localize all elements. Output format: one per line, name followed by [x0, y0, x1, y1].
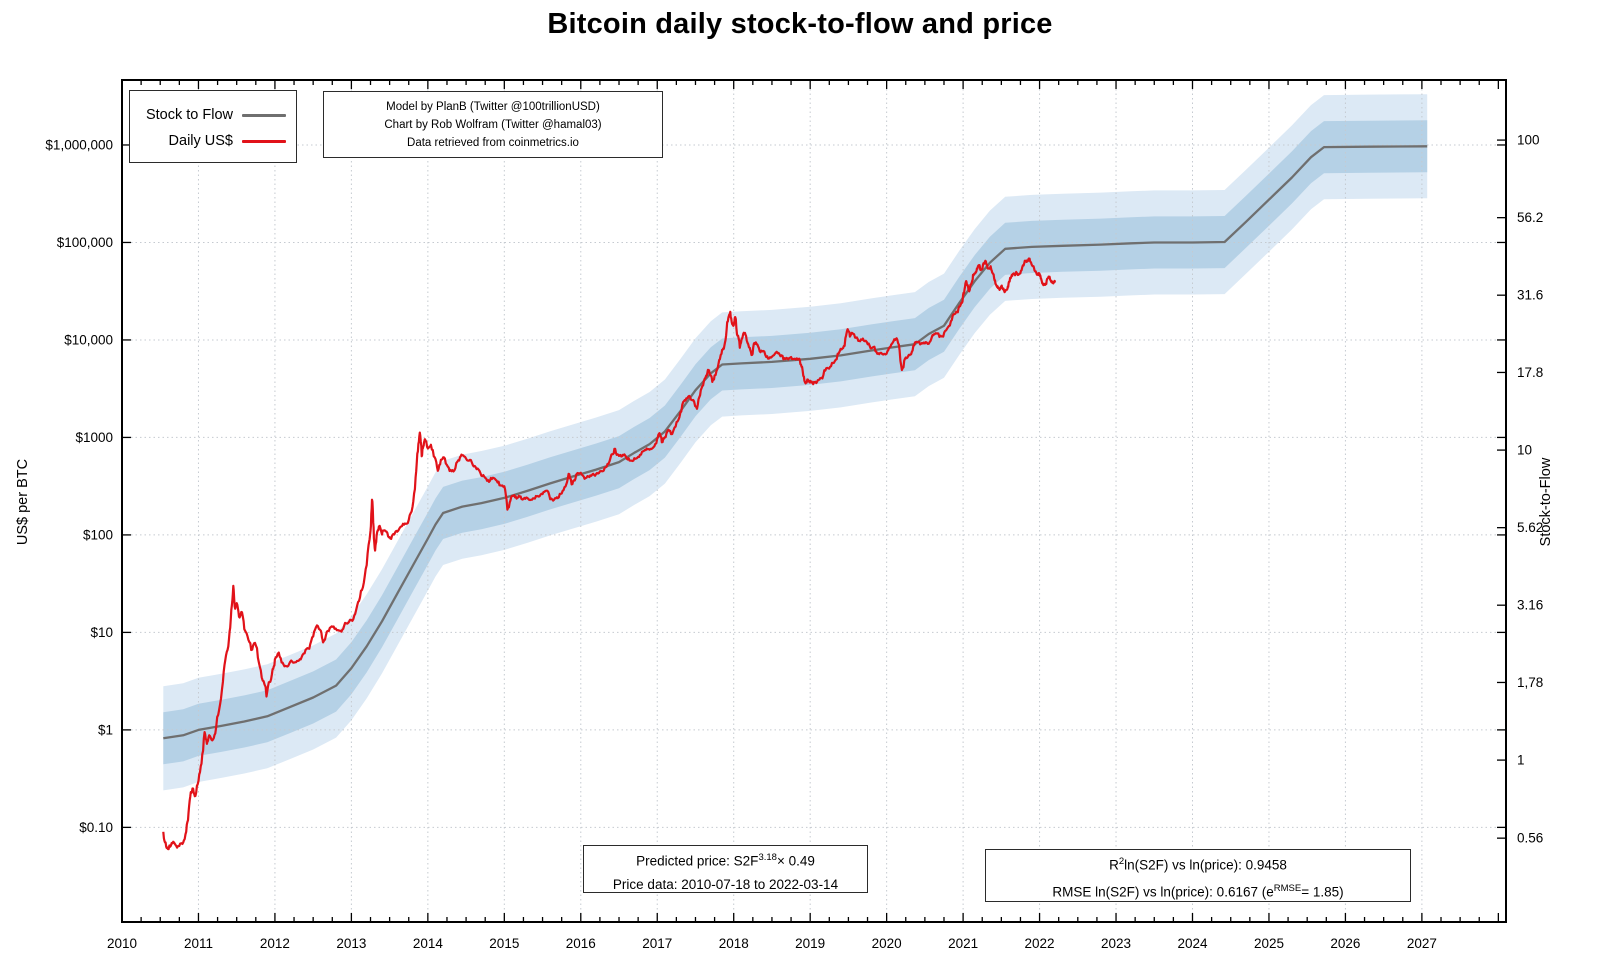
x-tick-label: 2025 — [1254, 936, 1284, 951]
x-tick-label: 2017 — [642, 936, 672, 951]
x-tick-label: 2020 — [872, 936, 902, 951]
y-axis-title-right: Stock-to-Flow — [1538, 457, 1554, 547]
y-left-tick-label: $10,000 — [64, 332, 113, 347]
x-tick-label: 2011 — [184, 936, 213, 951]
x-tick-label: 2021 — [948, 936, 978, 951]
x-tick-label: 2013 — [336, 936, 366, 951]
x-tick-label: 2023 — [1101, 936, 1131, 951]
predicted-price-box: Predicted price: S2F3.18× 0.49 Price dat… — [583, 845, 868, 893]
y-right-tick-label: 100 — [1517, 133, 1540, 148]
predicted-price-formula: Predicted price: S2F3.18× 0.49 — [636, 852, 815, 869]
y-right-tick-label: 5.62 — [1517, 520, 1543, 535]
credits-line-data: Data retrieved from coinmetrics.io — [407, 136, 579, 149]
y-right-tick-label: 0.56 — [1517, 831, 1543, 846]
y-right-tick-label: 31.6 — [1517, 288, 1543, 303]
y-right-tick-label: 3.16 — [1517, 598, 1543, 613]
rmse-line: RMSE ln(S2F) vs ln(price): 0.6167 (eRMSE… — [1052, 882, 1344, 900]
y-left-tick-label: $100 — [83, 527, 113, 542]
legend-label: Stock to Flow — [145, 107, 233, 123]
y-left-tick-label: $1,000,000 — [45, 137, 113, 152]
price-line — [162, 257, 1056, 851]
x-tick-label: 2027 — [1407, 936, 1437, 951]
y-right-tick-label: 1,78 — [1517, 675, 1543, 690]
x-tick-label: 2018 — [719, 936, 749, 951]
legend: Stock to Flow Daily US$ — [129, 90, 297, 163]
plot-border — [121, 79, 1507, 923]
y-right-tick-label: 10 — [1517, 443, 1532, 458]
page-title: Bitcoin daily stock-to-flow and price — [547, 8, 1053, 40]
x-tick-label: 2010 — [107, 936, 137, 951]
inner-band — [163, 120, 1428, 765]
x-tick-label: 2016 — [566, 936, 596, 951]
legend-line-sample-gray — [242, 113, 286, 117]
legend-item-stock-to-flow: Stock to Flow — [130, 102, 296, 128]
y-left-tick-label: $0.10 — [79, 820, 113, 835]
y-axis-title-left: US$ per BTC — [15, 458, 31, 546]
legend-line-sample-red — [242, 139, 286, 143]
y-right-tick-label: 17.8 — [1517, 365, 1543, 380]
credits-box: Model by PlanB (Twitter @100trillionUSD)… — [323, 91, 663, 158]
legend-label: Daily US$ — [168, 133, 233, 149]
y-left-tick-label: $100,000 — [57, 235, 113, 250]
x-tick-label: 2015 — [489, 936, 519, 951]
x-tick-label: 2026 — [1330, 936, 1360, 951]
x-tick-label: 2022 — [1025, 936, 1055, 951]
price-data-range: Price data: 2010-07-18 to 2022-03-14 — [612, 876, 839, 892]
confidence-bands — [163, 94, 1428, 791]
model-fit-box: R2ln(S2F) vs ln(price): 0.9458 RMSE ln(S… — [985, 849, 1411, 902]
y-left-tick-label: $1 — [98, 722, 113, 737]
x-tick-label: 2019 — [795, 936, 825, 951]
y-left-tick-label: $1000 — [75, 430, 113, 445]
daily-price-line — [162, 257, 1056, 851]
axes: $0.10 $1 $10 $100 $1000 $10,000 $100,000 $1,000… — [45, 79, 1543, 951]
r-squared-line: R2ln(S2F) vs ln(price): 0.9458 — [1109, 856, 1287, 873]
model-line — [163, 145, 1428, 740]
credits-line-model: Model by PlanB (Twitter @100trillionUSD) — [386, 100, 600, 113]
x-tick-label: 2014 — [413, 936, 444, 951]
credits-line-chart: Chart by Rob Wolfram (Twitter @hamal03) — [384, 118, 602, 131]
stock-to-flow-model-line — [163, 145, 1428, 740]
legend-item-daily-usd: Daily US$ — [130, 128, 296, 154]
x-tick-label: 2024 — [1177, 936, 1208, 951]
y-left-tick-label: $10 — [90, 625, 113, 640]
y-right-tick-label: 1 — [1517, 753, 1525, 768]
x-tick-label: 2012 — [260, 936, 290, 951]
y-right-tick-label: 56.2 — [1517, 210, 1543, 225]
